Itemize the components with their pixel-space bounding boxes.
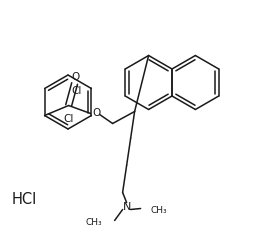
Text: O: O <box>71 71 80 82</box>
Text: Cl: Cl <box>64 114 74 124</box>
Text: CH₃: CH₃ <box>151 206 167 215</box>
Text: O: O <box>92 109 101 118</box>
Text: HCl: HCl <box>12 193 37 207</box>
Text: N: N <box>123 202 131 212</box>
Text: Cl: Cl <box>71 85 81 95</box>
Text: CH₃: CH₃ <box>86 218 103 227</box>
